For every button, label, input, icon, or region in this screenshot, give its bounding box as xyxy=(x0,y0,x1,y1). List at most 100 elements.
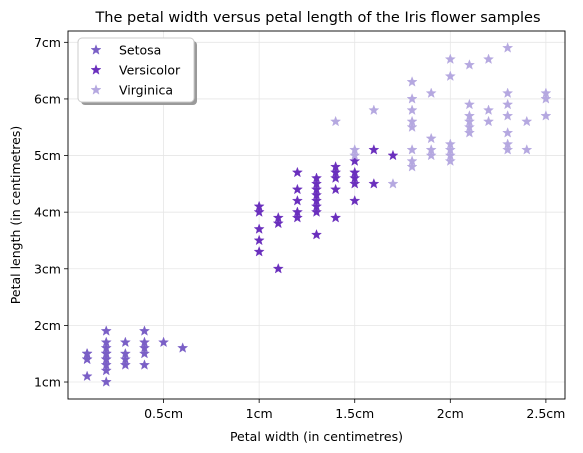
y-tick-label: 6cm xyxy=(34,91,61,106)
virginica-point xyxy=(406,76,418,87)
versicolor-point xyxy=(349,195,361,206)
versicolor-point xyxy=(387,149,399,161)
virginica-point xyxy=(406,155,418,166)
x-tick-label: 1cm xyxy=(246,406,273,421)
virginica-point xyxy=(502,98,514,110)
y-tick-label: 7cm xyxy=(34,35,61,50)
virginica-point xyxy=(521,115,533,127)
virginica-point xyxy=(368,104,380,115)
setosa-point xyxy=(138,325,150,336)
virginica-point xyxy=(425,149,437,161)
versicolor-point xyxy=(311,178,322,189)
virginica-point xyxy=(463,115,475,127)
versicolor-point xyxy=(311,172,322,183)
virginica-point xyxy=(444,155,456,166)
virginica-point xyxy=(425,132,437,144)
setosa-point xyxy=(138,342,150,353)
virginica-point xyxy=(444,53,456,64)
versicolor-point xyxy=(253,234,265,246)
versicolor-point xyxy=(330,172,342,183)
versicolor-point xyxy=(330,161,342,172)
legend-marker-virginica xyxy=(90,84,102,95)
x-tick-label: 2cm xyxy=(437,406,464,421)
x-tick-label: 2.5cm xyxy=(526,406,565,421)
versicolor-point xyxy=(291,195,303,206)
virginica-point xyxy=(502,138,514,149)
versicolor-point xyxy=(330,183,342,195)
virginica-point xyxy=(463,121,475,132)
setosa-point xyxy=(119,347,131,359)
virginica-point xyxy=(406,93,418,104)
virginica-point xyxy=(425,144,437,155)
virginica-point xyxy=(330,115,342,127)
versicolor-point xyxy=(272,217,284,229)
y-axis-ticks: 1cm 2cm 3cm 4cm 5cm 6cm 7cm xyxy=(34,35,68,390)
virginica-point xyxy=(483,53,495,64)
versicolor-point xyxy=(330,166,342,178)
versicolor-point xyxy=(253,206,265,217)
setosa-point xyxy=(100,347,112,359)
versicolor-point xyxy=(311,195,322,206)
legend-marker-setosa xyxy=(90,44,102,55)
setosa-point xyxy=(100,364,112,376)
virginica-point xyxy=(502,87,514,98)
versicolor-point xyxy=(311,189,322,200)
versicolor-point xyxy=(291,212,303,223)
y-tick-label: 1cm xyxy=(34,375,61,390)
versicolor-point xyxy=(311,200,322,212)
virginica-point xyxy=(463,98,475,110)
versicolor-point xyxy=(291,183,303,195)
virginica-point xyxy=(425,87,437,98)
virginica-point xyxy=(444,149,456,161)
setosa-point xyxy=(138,347,150,359)
setosa-point xyxy=(119,353,131,365)
virginica-point xyxy=(444,138,456,149)
virginica-point xyxy=(463,110,475,121)
versicolor-point xyxy=(368,144,380,155)
legend-label-setosa: Setosa xyxy=(119,43,161,58)
virginica-point xyxy=(502,144,514,155)
virginica-point xyxy=(483,115,495,127)
y-tick-label: 5cm xyxy=(34,148,61,163)
virginica-point xyxy=(406,104,418,115)
chart-title: The petal width versus petal length of t… xyxy=(94,10,540,26)
virginica-point xyxy=(502,42,514,53)
versicolor-point xyxy=(330,212,342,223)
y-tick-label: 4cm xyxy=(34,205,61,220)
virginica-point xyxy=(406,115,418,127)
virginica-point xyxy=(540,87,552,98)
virginica-point xyxy=(502,110,514,121)
legend-label-virginica: Virginica xyxy=(119,83,173,98)
legend-label-versicolor: Versicolor xyxy=(119,63,181,78)
x-axis-label: Petal width (in centimetres) xyxy=(230,429,403,444)
versicolor-point xyxy=(253,200,265,212)
versicolor-point xyxy=(272,212,284,223)
setosa-point xyxy=(100,336,112,348)
virginica-point xyxy=(406,161,418,172)
y-axis-label: Petal length (in centimetres) xyxy=(8,126,23,304)
setosa-point xyxy=(81,353,93,365)
versicolor-point xyxy=(311,229,322,240)
x-axis-ticks: 0.5cm 1cm 1.5cm 2cm 2.5cm xyxy=(144,399,565,421)
x-tick-label: 1.5cm xyxy=(335,406,374,421)
versicolor-point xyxy=(349,155,361,166)
virginica-point xyxy=(387,178,399,189)
setosa-point xyxy=(138,359,150,370)
setosa-point xyxy=(119,359,131,370)
virginica-point xyxy=(406,144,418,155)
plot-area-frame xyxy=(67,30,566,400)
virginica-point xyxy=(540,93,552,104)
y-tick-label: 2cm xyxy=(34,318,61,333)
x-tick-label: 0.5cm xyxy=(144,406,183,421)
versicolor-point xyxy=(368,178,380,189)
versicolor-point xyxy=(349,172,361,183)
virginica-point xyxy=(444,70,456,81)
virginica-point xyxy=(483,104,495,115)
virginica-point xyxy=(406,121,418,132)
virginica-point xyxy=(521,144,533,155)
y-tick-label: 3cm xyxy=(34,261,61,276)
versicolor-point xyxy=(253,223,265,234)
setosa-point xyxy=(100,359,112,370)
virginica-point xyxy=(540,110,552,121)
legend: Setosa Versicolor Virginica xyxy=(77,37,197,105)
